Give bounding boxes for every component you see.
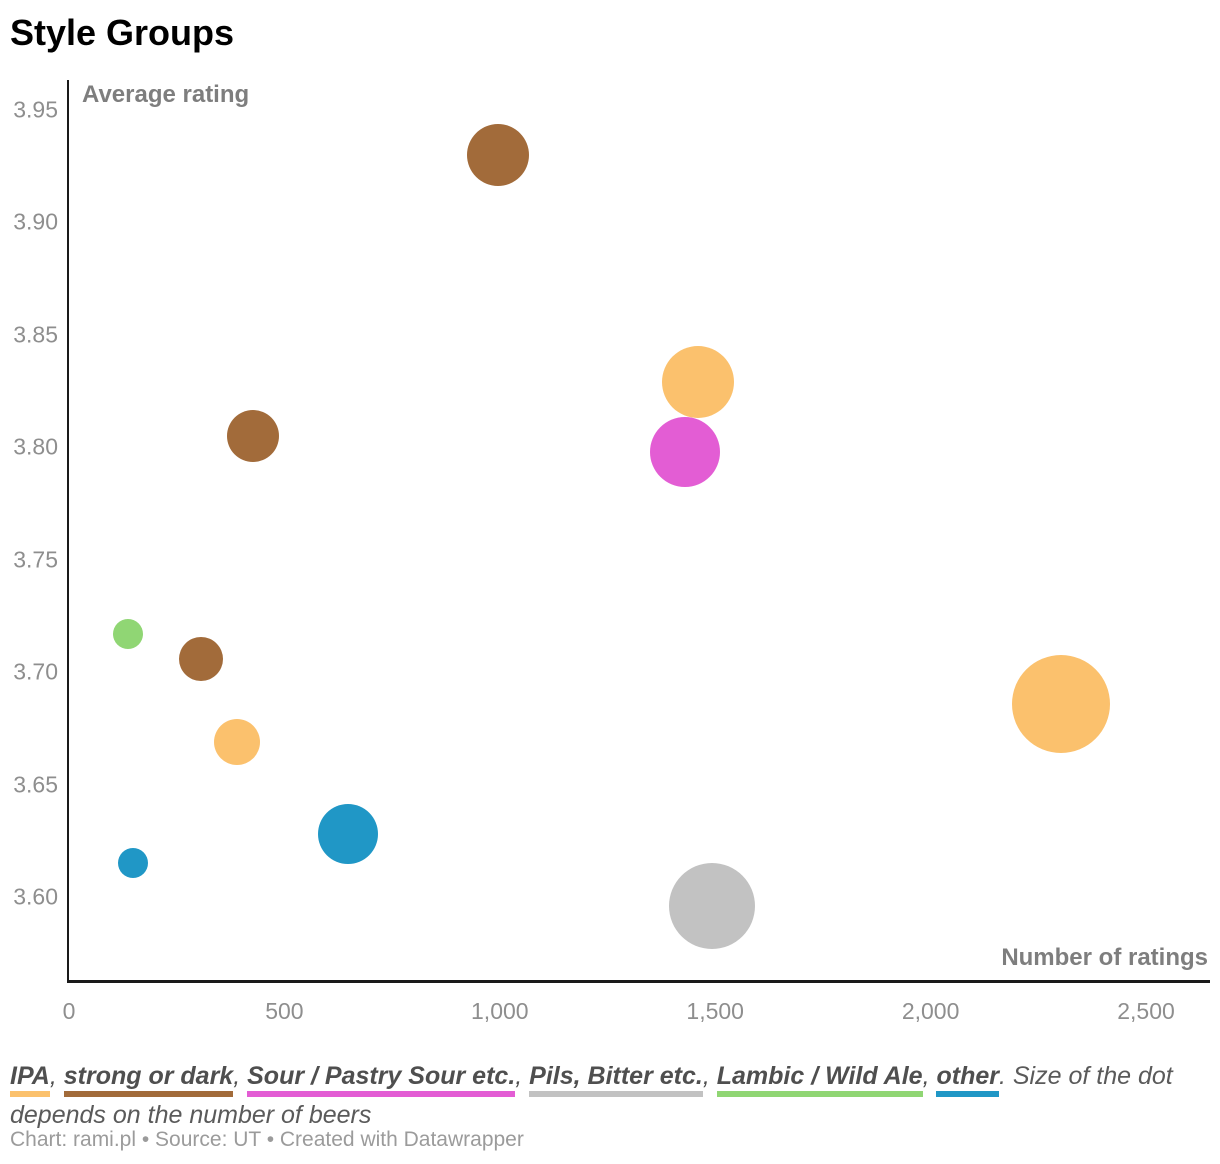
- x-tick-label: 1,000: [471, 998, 529, 1024]
- x-tick-label: 0: [62, 998, 76, 1024]
- y-tick-label: 3.80: [13, 433, 58, 460]
- legend-item: Pils, Bitter etc.: [529, 1064, 703, 1097]
- bubble[interactable]: [650, 416, 721, 487]
- legend: IPA, strong or dark, Sour / Pastry Sour …: [10, 1058, 1210, 1134]
- bubble[interactable]: [466, 123, 529, 186]
- legend-item: strong or dark: [63, 1064, 234, 1097]
- y-tick-label: 3.65: [13, 771, 58, 798]
- y-axis-line: [67, 80, 69, 982]
- legend-separator: ,: [702, 1062, 717, 1090]
- y-tick-label: 3.90: [13, 208, 58, 235]
- legend-separator: ,: [49, 1062, 64, 1090]
- bubble[interactable]: [214, 718, 260, 765]
- bubble[interactable]: [113, 618, 144, 649]
- legend-item: IPA: [10, 1064, 50, 1097]
- bubble[interactable]: [318, 804, 379, 865]
- bubble[interactable]: [661, 346, 734, 419]
- x-axis-line: [67, 980, 1210, 983]
- y-tick-label: 3.70: [13, 658, 58, 685]
- legend-separator: ,: [515, 1062, 530, 1090]
- bubble[interactable]: [1012, 654, 1111, 753]
- page-title: Style Groups: [10, 12, 235, 53]
- x-axis-label: Number of ratings: [1001, 944, 1208, 971]
- y-tick-label: 3.85: [13, 321, 58, 348]
- x-tick-label: 2,500: [1117, 998, 1175, 1024]
- x-tick-label: 2,000: [901, 998, 960, 1024]
- x-tick-label: 1,500: [686, 998, 744, 1024]
- y-tick-label: 3.75: [13, 546, 58, 573]
- legend-item: Lambic / Wild Ale: [716, 1064, 923, 1097]
- bubble[interactable]: [118, 848, 149, 879]
- bubble[interactable]: [178, 636, 223, 681]
- x-tick-label: 500: [265, 998, 304, 1024]
- bubble[interactable]: [226, 410, 279, 463]
- y-tick-label: 3.95: [13, 96, 58, 123]
- legend-separator: ,: [233, 1062, 248, 1090]
- legend-separator: ,: [922, 1062, 937, 1090]
- legend-item: other: [936, 1064, 999, 1097]
- bubble[interactable]: [668, 862, 755, 949]
- legend-size-note: . Size of the dot depends on the number …: [10, 1062, 1173, 1129]
- legend-item: Sour / Pastry Sour etc.: [247, 1064, 516, 1097]
- attribution-footer: Chart: rami.pl • Source: UT • Created wi…: [10, 1128, 524, 1151]
- y-tick-label: 3.60: [13, 883, 58, 910]
- y-axis-label: Average rating: [82, 81, 250, 108]
